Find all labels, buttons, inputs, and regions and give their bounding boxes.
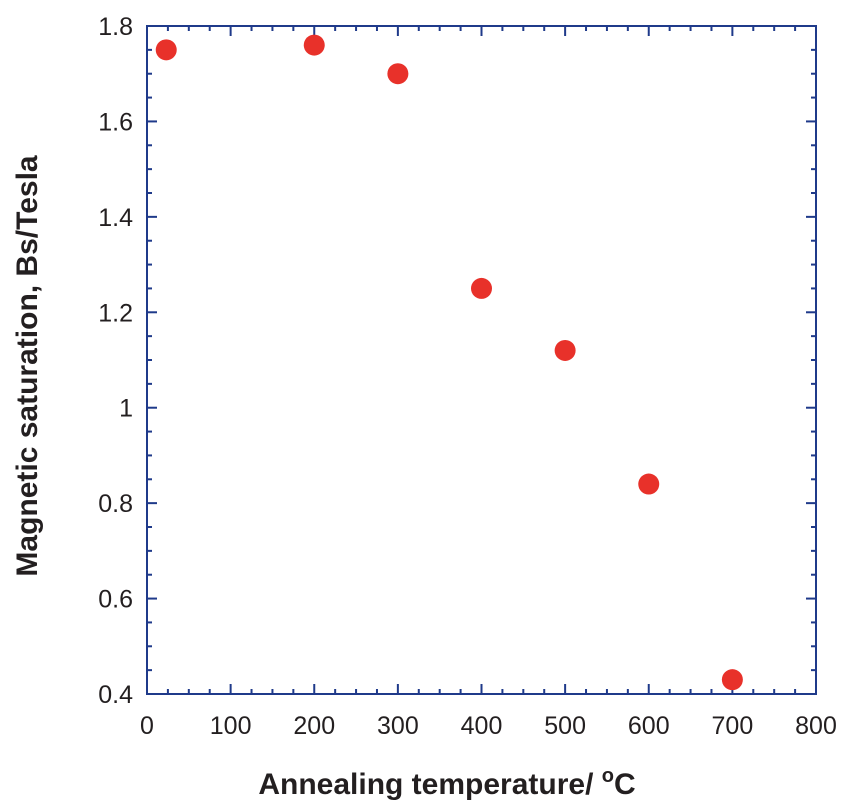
x-axis-title-degree: o [602,765,614,787]
y-tick-label: 1.4 [98,204,133,232]
x-tick-label: 100 [210,712,252,740]
x-tick-label: 500 [544,712,586,740]
data-point [638,473,660,495]
y-tick-label: 1 [119,395,133,423]
data-point [387,63,409,85]
x-tick-label: 800 [795,712,837,740]
data-point [721,669,743,691]
x-tick-label: 300 [377,712,419,740]
y-tick-label: 1.8 [98,13,133,41]
x-axis-title-unit: C [614,768,636,801]
x-tick-label: 700 [712,712,754,740]
x-tick-label: 400 [461,712,503,740]
axis-ticks [146,25,817,695]
plot-frame [146,25,817,695]
data-point [471,277,492,299]
data-point [303,34,325,56]
x-tick-label: 0 [140,712,154,740]
x-tick-label: 600 [628,712,670,740]
y-tick-labels: 0.4 0.6 0.8 1 1.2 1.4 1.6 1.8 [98,13,133,709]
y-tick-label: 0.8 [98,490,133,518]
data-point [554,339,576,361]
x-tick-labels: 0 100 200 300 400 500 600 700 800 [140,712,837,740]
y-tick-label: 0.6 [98,586,133,614]
x-tick-label: 200 [293,712,335,740]
y-tick-label: 1.2 [98,299,133,327]
y-tick-label: 0.4 [98,681,133,709]
data-point [155,39,177,61]
x-axis-title-text: Annealing temperature/ [258,768,601,801]
y-axis-title: Magnetic saturation, Bs/Tesla [11,155,44,577]
y-tick-label: 1.6 [98,108,133,136]
data-points [155,34,743,691]
x-axis-title: Annealing temperature/ oC [258,765,635,801]
